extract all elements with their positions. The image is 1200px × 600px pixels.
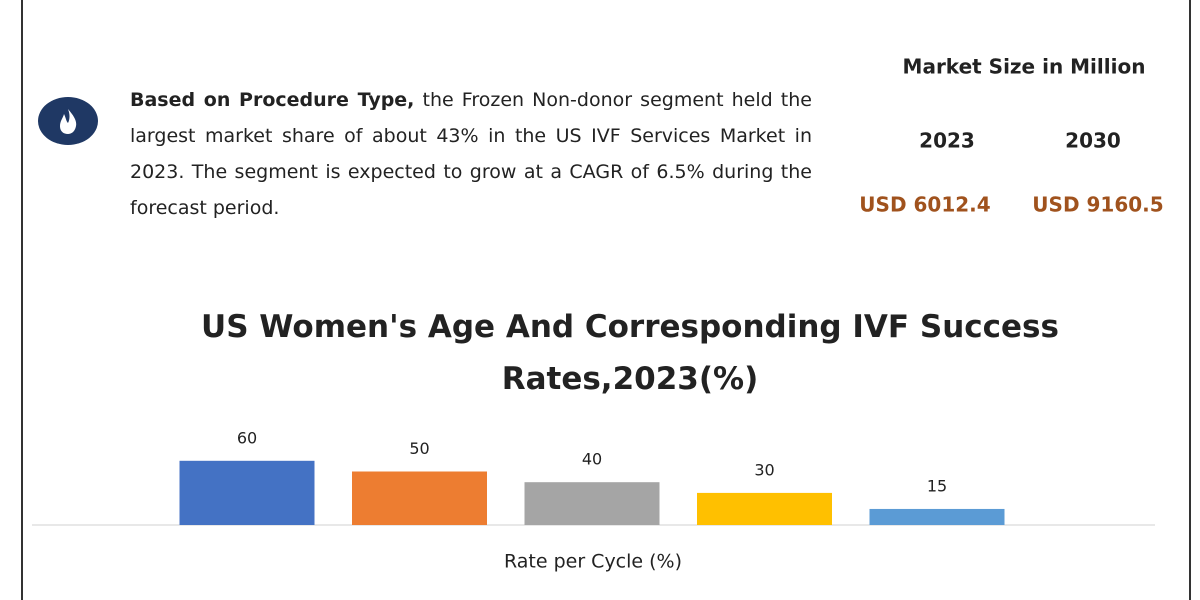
bar [524,482,660,525]
chart-title: US Women's Age And Corresponding IVF Suc… [201,309,1059,397]
market-title: Market Size in Million [903,55,1146,79]
data-label: 50 [409,439,429,458]
flame-icon [60,109,77,134]
data-label: 40 [582,450,602,469]
bar [697,492,832,525]
market-year: 2023 [919,129,975,153]
x-axis-label: Rate per Cycle (%) [504,551,682,573]
summary-paragraph: Based on Procedure Type, the Frozen Non-… [130,82,812,226]
icon-badge [38,97,98,145]
market-value: USD 6012.4 [859,193,990,217]
bar [352,471,487,525]
data-label: 60 [237,428,257,447]
market-year: 2030 [1065,129,1121,153]
data-label: 30 [754,460,774,479]
market-value: USD 9160.5 [1032,193,1163,217]
summary-text: the Frozen Non-donor segment held the la… [130,89,812,219]
data-label: 15 [927,476,947,495]
summary-lead: Based on Procedure Type, [130,89,415,111]
bar [869,508,1005,525]
bar [179,460,315,525]
